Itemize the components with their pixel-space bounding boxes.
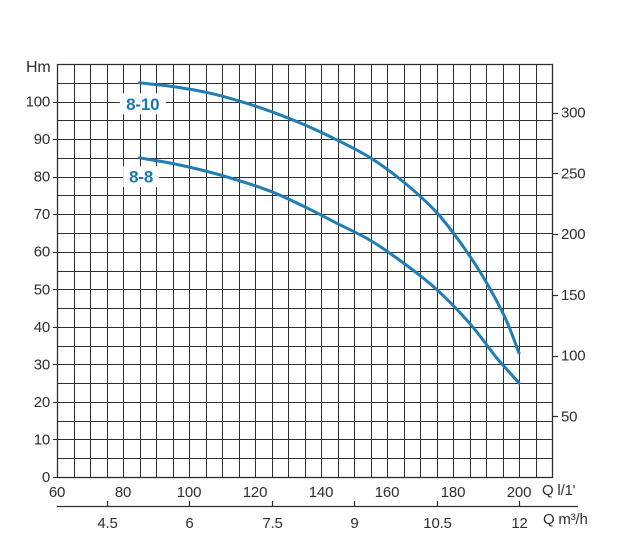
x-tick-label: 180 (441, 484, 465, 501)
y-left-tick-label: 70 (34, 206, 50, 223)
curve-label-backing (123, 166, 160, 188)
x-tick-label: 160 (375, 484, 399, 501)
y-right-tick-label: 200 (561, 226, 585, 243)
curve-8-10 (138, 81, 521, 355)
y-axis-left-ticks: 0 10 20 30 40 50 60 70 80 90 100 (26, 94, 57, 486)
y-right-tick-label: 300 (561, 105, 585, 122)
x-tick-label: 100 (177, 484, 201, 501)
secondary-tick-label: 9 (350, 515, 358, 532)
secondary-tick-label: 10.5 (423, 515, 451, 532)
x-tick-label: 140 (309, 484, 333, 501)
x-tick-label: 80 (115, 484, 131, 501)
x-axis-unit-label-m3h: Q m³/h (543, 511, 588, 528)
y-axis-unit-label: Hm (26, 59, 51, 76)
y-left-tick-label: 30 (34, 356, 50, 373)
x-tick-label: 200 (507, 484, 531, 501)
curve-label-backing (119, 93, 166, 115)
y-left-tick-label: 90 (34, 131, 50, 148)
y-left-tick-label: 50 (34, 281, 50, 298)
y-right-tick-label: 50 (561, 408, 577, 425)
y-right-tick-label: 100 (561, 348, 585, 365)
curve-label-8-8: 8-8 (123, 166, 160, 188)
y-left-tick-label: 40 (34, 319, 50, 336)
curves (138, 81, 521, 385)
y-right-tick-label: 250 (561, 165, 585, 182)
y-left-tick-label: 0 (42, 469, 50, 486)
y-left-tick-label: 80 (34, 169, 50, 186)
curve-label-text: 8-8 (129, 168, 153, 187)
y-axis-right-ticks: 50 100 150 200 250 300 (552, 105, 586, 425)
x-axis-secondary: 4.5 6 7.5 9 10.5 12 (57, 501, 578, 532)
x-tick-label: 60 (49, 484, 65, 501)
y-left-tick-label: 60 (34, 244, 50, 261)
curve-label-8-10: 8-10 (119, 93, 166, 115)
y-right-tick-label: 150 (561, 287, 585, 304)
x-tick-label: 120 (243, 484, 267, 501)
curve-8-8 (138, 156, 521, 385)
y-left-tick-label: 100 (26, 94, 50, 111)
secondary-tick-label: 7.5 (262, 515, 282, 532)
curve-label-text: 8-10 (126, 95, 159, 114)
y-left-tick-label: 10 (34, 431, 50, 448)
y-left-tick-label: 20 (34, 394, 50, 411)
secondary-tick-label: 4.5 (97, 515, 117, 532)
plot-border (56, 63, 554, 479)
grid (57, 64, 553, 478)
x-axis-labels: 60 80 100 120 140 160 180 200 (49, 484, 532, 501)
secondary-tick-label: 12 (511, 515, 527, 532)
x-axis-unit-label-lmin: Q l/1' (542, 482, 576, 499)
secondary-tick-label: 6 (185, 515, 193, 532)
